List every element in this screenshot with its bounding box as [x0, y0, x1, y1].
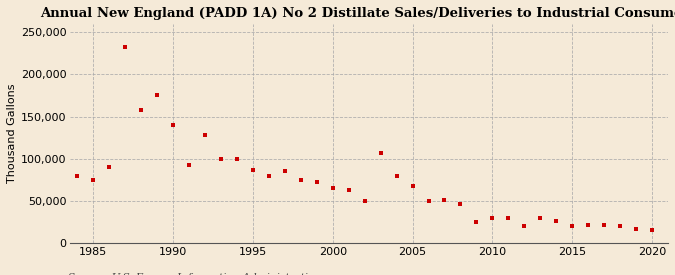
Point: [455, 202, 466, 206]
Point: [344, 188, 354, 192]
Title: Annual New England (PADD 1A) No 2 Distillate Sales/Deliveries to Industrial Cons: Annual New England (PADD 1A) No 2 Distil…: [40, 7, 675, 20]
Point: [630, 226, 641, 231]
Point: [439, 198, 450, 202]
Point: [503, 215, 514, 220]
Point: [487, 215, 497, 220]
Point: [535, 215, 545, 220]
Y-axis label: Thousand Gallons: Thousand Gallons: [7, 84, 17, 183]
Point: [583, 223, 593, 227]
Point: [88, 178, 99, 182]
Point: [263, 173, 274, 178]
Point: [248, 168, 259, 173]
Point: [72, 173, 83, 178]
Point: [311, 180, 322, 185]
Point: [168, 123, 179, 127]
Point: [471, 220, 482, 224]
Point: [232, 156, 242, 161]
Point: [423, 199, 434, 203]
Point: [184, 163, 194, 167]
Point: [599, 223, 610, 227]
Point: [551, 219, 562, 223]
Point: [375, 150, 386, 155]
Point: [216, 156, 227, 161]
Point: [296, 178, 306, 182]
Point: [136, 108, 146, 112]
Point: [120, 45, 131, 50]
Point: [279, 169, 290, 174]
Point: [615, 224, 626, 228]
Point: [392, 173, 402, 178]
Point: [152, 93, 163, 98]
Point: [359, 199, 370, 203]
Point: [407, 184, 418, 189]
Point: [200, 133, 211, 137]
Text: Source: U.S. Energy Information Administration: Source: U.S. Energy Information Administ…: [68, 274, 321, 275]
Point: [104, 165, 115, 169]
Point: [647, 228, 657, 232]
Point: [327, 186, 338, 190]
Point: [519, 224, 530, 228]
Point: [567, 224, 578, 228]
